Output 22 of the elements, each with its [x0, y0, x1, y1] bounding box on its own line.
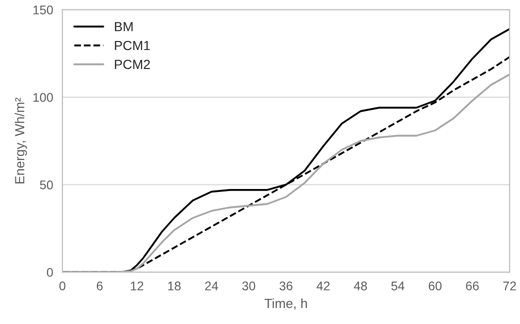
x-tick-label: 54 [391, 282, 404, 290]
y-tick-label: 50 [40, 180, 53, 190]
y-axis-title: Energy, Wh/m² [14, 98, 27, 184]
x-tick-label: 42 [316, 282, 330, 290]
x-tick-label: 18 [168, 282, 181, 290]
x-axis-title: Time, h [264, 298, 307, 310]
y-tick-label: 150 [33, 6, 53, 14]
y-tick-label: 0 [46, 268, 53, 277]
legend-label: PCM2 [114, 60, 150, 70]
x-tick-label: 48 [354, 282, 367, 290]
x-tick-label: 6 [96, 282, 103, 290]
x-tick-label: 66 [466, 282, 479, 290]
x-tick-label: 60 [428, 282, 442, 290]
x-tick-label: 72 [503, 282, 516, 290]
x-tick-label: 0 [59, 282, 66, 290]
x-tick-label: 36 [280, 282, 292, 290]
x-tick-label: 30 [242, 282, 256, 290]
legend-label: BM [114, 22, 133, 32]
x-tick-label: 24 [205, 282, 218, 290]
x-tick-label: 12 [130, 282, 144, 290]
legend-label: PCM1 [114, 40, 150, 50]
y-tick-label: 100 [33, 93, 53, 102]
